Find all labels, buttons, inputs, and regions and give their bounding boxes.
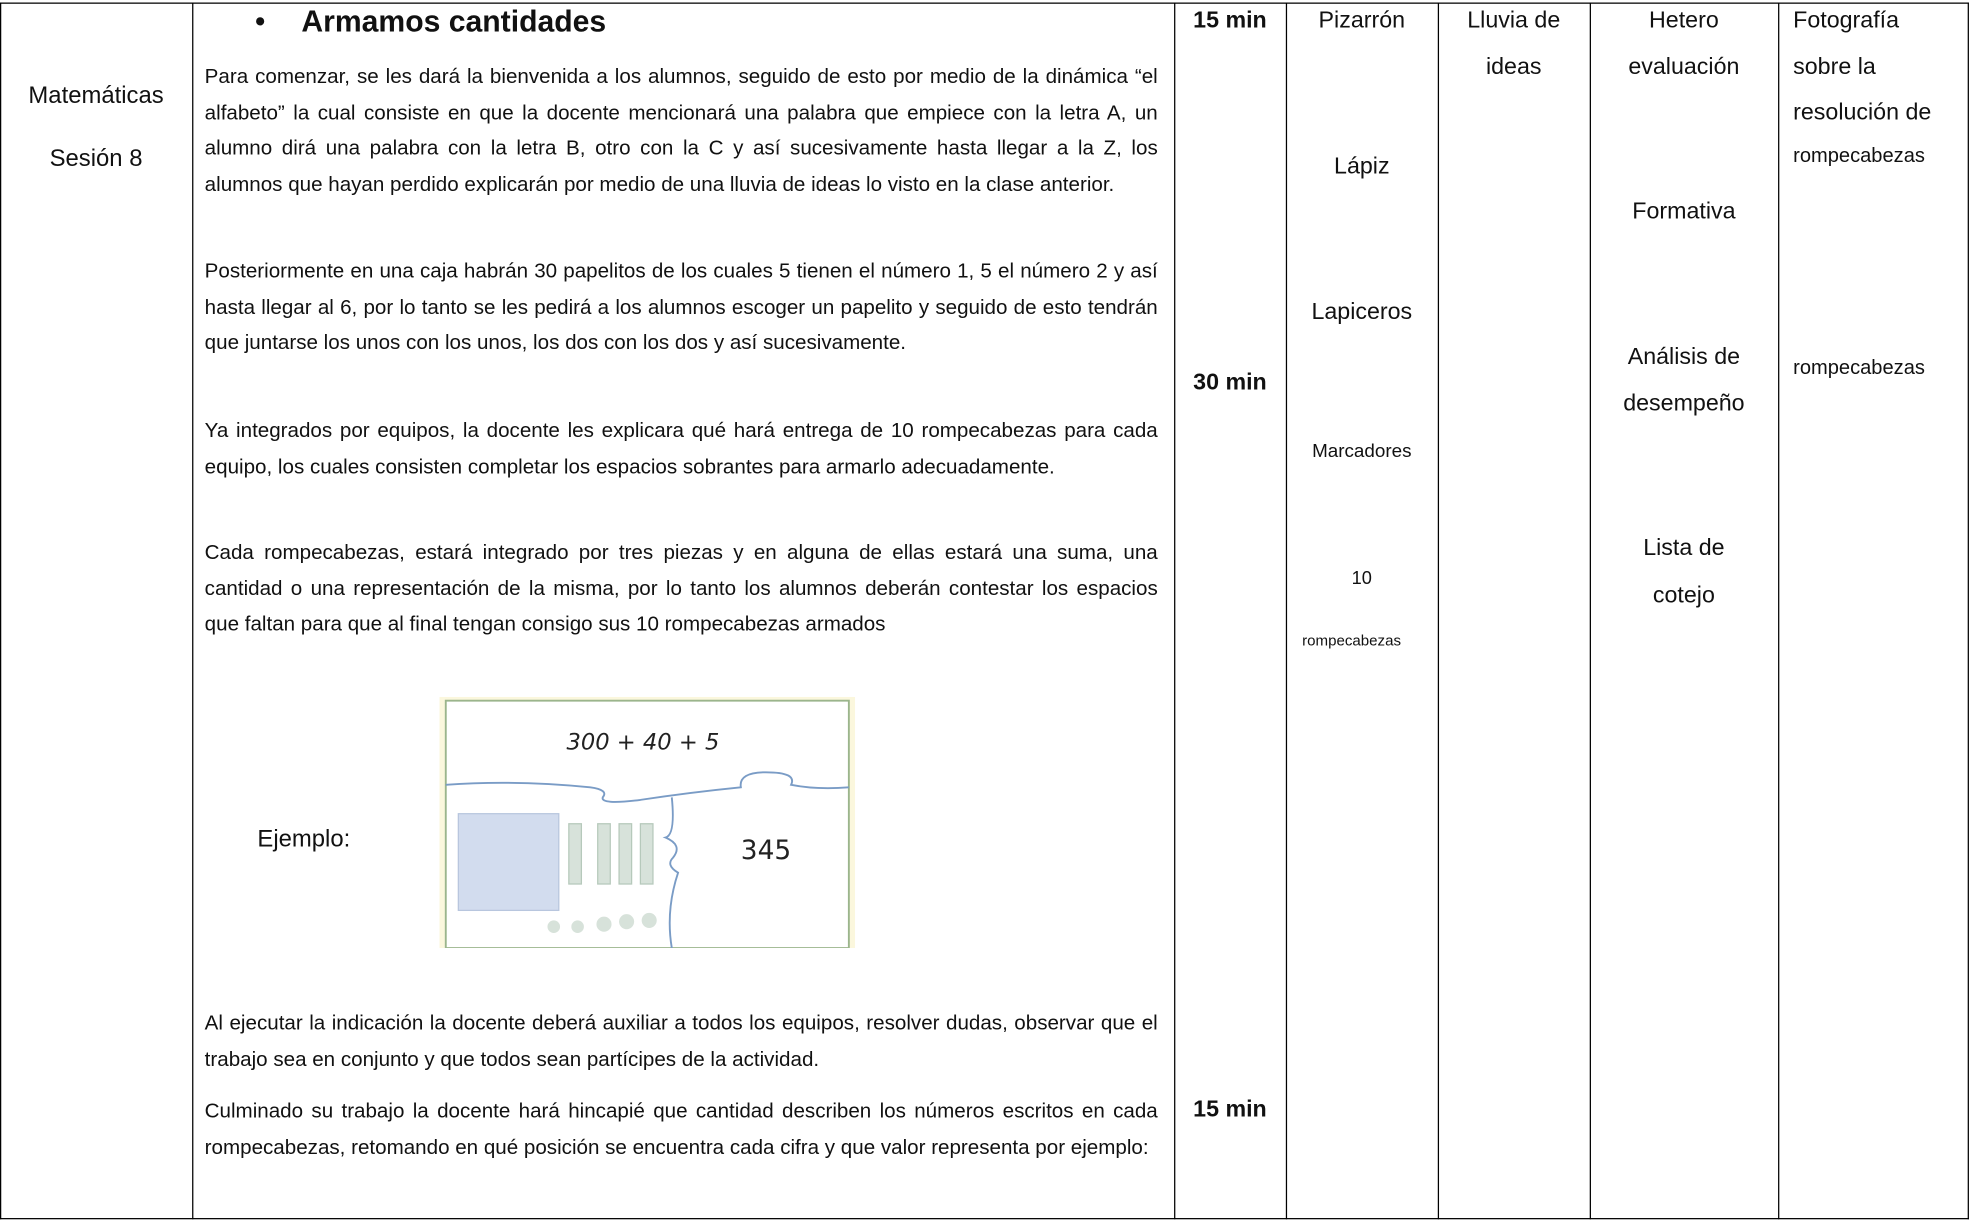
ten-block <box>639 823 654 885</box>
evaluation: Análisis de <box>1627 342 1741 370</box>
material: Lapiceros <box>1311 297 1413 324</box>
time: 30 min <box>1193 367 1267 395</box>
paragraph: Para comenzar, se les dará la bienvenida… <box>204 65 1158 196</box>
strategy: ideas <box>1485 52 1542 80</box>
subject: Matemáticas <box>28 82 164 110</box>
ten-block <box>597 823 611 885</box>
material: 10 <box>1351 568 1372 589</box>
evidence: rompecabezas <box>1793 145 1925 168</box>
time: 15 min <box>1193 1094 1267 1122</box>
hundred-block <box>457 813 560 912</box>
unit <box>641 912 657 928</box>
evidence: resolución de <box>1793 97 1932 125</box>
unit <box>571 920 584 933</box>
paragraph: Culminado su trabajo la docente hará hin… <box>204 1099 1158 1159</box>
example-label: Ejemplo: <box>257 826 351 853</box>
evaluation: desempeño <box>1623 389 1745 416</box>
table-border <box>0 2 1969 4</box>
material: rompecabezas <box>1302 631 1402 650</box>
paragraph: Ya integrados por equipos, la docente le… <box>204 419 1158 478</box>
table-border <box>0 1218 1969 1220</box>
strategy: Lluvia de <box>1467 6 1561 33</box>
evidence: sobre la <box>1793 52 1876 80</box>
evaluation: evaluación <box>1628 52 1740 80</box>
paragraph: Cada rompecabezas, estará integrado por … <box>204 541 1158 636</box>
column-border <box>1285 2 1288 1220</box>
ten-block <box>618 823 633 885</box>
column-border <box>1174 2 1176 1220</box>
evaluation: Hetero <box>1649 6 1719 33</box>
unit <box>547 920 561 933</box>
puzzle-cut <box>445 771 849 803</box>
material: Lápiz <box>1334 151 1390 179</box>
puzzle-result: 345 <box>741 836 791 866</box>
table-border <box>0 2 2 1220</box>
ten-block <box>568 823 583 885</box>
evidence: Fotografía <box>1793 6 1900 33</box>
evaluation: Lista de <box>1643 533 1725 561</box>
paragraph: Al ejecutar la indicación la docente deb… <box>204 1012 1158 1071</box>
column-border <box>1778 2 1780 1220</box>
table-border <box>1967 2 1969 1220</box>
material: Pizarrón <box>1318 6 1406 33</box>
column-border <box>192 2 194 1220</box>
puzzle-cut <box>662 797 680 949</box>
material: Marcadores <box>1312 440 1412 463</box>
paragraph: Posteriormente en una caja habrán 30 pap… <box>204 259 1158 355</box>
column-border <box>1589 2 1591 1220</box>
session-label: Sesión 8 <box>49 145 143 173</box>
bullet: • <box>254 5 266 39</box>
unit <box>596 916 612 932</box>
evaluation: cotejo <box>1652 581 1715 608</box>
unit <box>619 914 635 930</box>
activity-title: Armamos cantidades <box>301 5 607 39</box>
time: 15 min <box>1193 6 1267 33</box>
puzzle-expression: 300 + 40 + 5 <box>566 730 719 756</box>
evaluation: Formativa <box>1632 197 1736 224</box>
evidence: rompecabezas <box>1793 357 1925 380</box>
puzzle-image: 300 + 40 + 5 345 <box>439 696 856 949</box>
column-border <box>1437 2 1440 1220</box>
